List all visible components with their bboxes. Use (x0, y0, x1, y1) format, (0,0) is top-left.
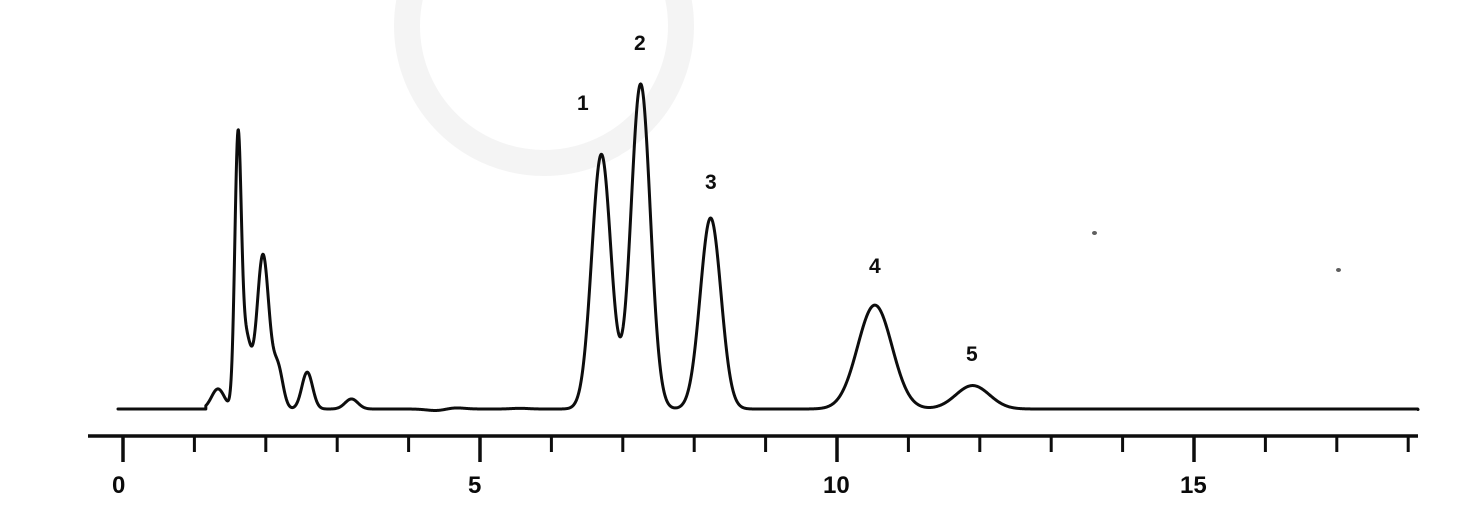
x-axis (88, 434, 1418, 462)
axis-tick-label-10: 10 (823, 472, 850, 499)
chromatogram-trace (116, 82, 1420, 412)
axis-tick-label-5: 5 (468, 472, 482, 499)
axis-tick-label-15: 15 (1180, 472, 1207, 499)
scan-speckle-artifact (1336, 268, 1341, 272)
peak-label-1: 1 (577, 92, 589, 115)
peak-label-4: 4 (869, 255, 881, 278)
peak-label-2: 2 (634, 32, 646, 55)
axis-ticks (121, 436, 1410, 462)
scan-speckle-artifact (1092, 231, 1097, 235)
axis-tick-label-0: 0 (112, 472, 126, 499)
peak-label-5: 5 (966, 343, 978, 366)
peak-label-3: 3 (705, 171, 717, 194)
